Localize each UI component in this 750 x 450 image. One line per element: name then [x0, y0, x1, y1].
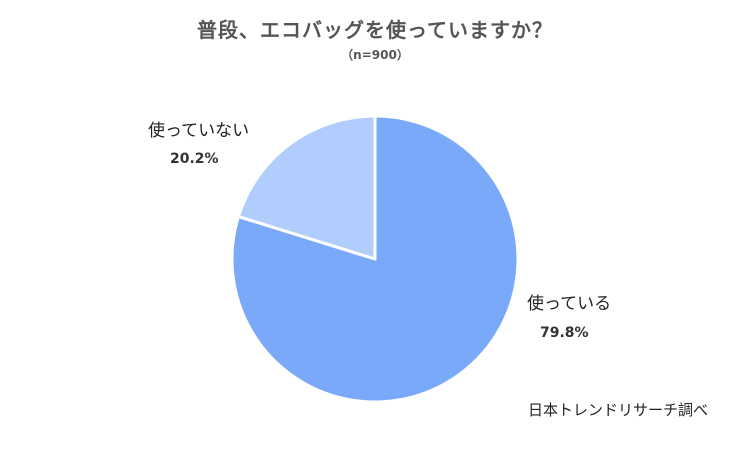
slice-value-not-using: 20.2% — [170, 151, 219, 167]
source-note: 日本トレンドリサーチ調べ — [527, 401, 708, 419]
slice-label-not-using: 使っていない — [148, 120, 249, 141]
chart-subtitle: （n=900） — [341, 48, 409, 62]
chart-title: 普段、エコバッグを使っていますか？ — [197, 18, 553, 42]
slice-value-using: 79.8% — [540, 325, 589, 341]
pie-slice-not-using — [236, 114, 377, 261]
slice-label-using: 使っている — [527, 293, 611, 314]
